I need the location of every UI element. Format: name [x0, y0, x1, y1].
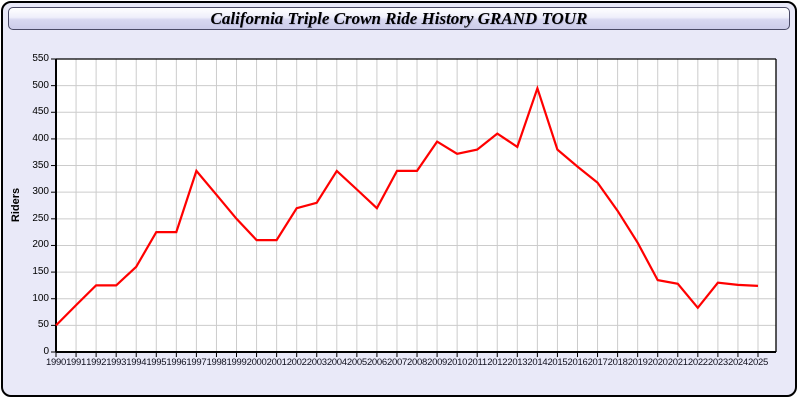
x-tick-label: 2020	[647, 357, 668, 368]
x-tick-label: 1991	[66, 357, 87, 368]
x-tick-label: 2021	[667, 357, 688, 368]
chart-title-bar: California Triple Crown Ride History GRA…	[8, 7, 790, 30]
x-tick-label: 1995	[146, 357, 167, 368]
y-tick-label: 300	[32, 186, 49, 198]
y-tick-label: 150	[32, 266, 49, 278]
y-tick-label: 450	[32, 106, 49, 118]
y-tick-label: 400	[32, 132, 49, 144]
x-tick-label: 1993	[106, 357, 127, 368]
x-tick-label: 2002	[286, 357, 307, 368]
x-tick-label: 2012	[487, 357, 508, 368]
x-tick-label: 2023	[707, 357, 728, 368]
x-tick-label: 2010	[447, 357, 468, 368]
x-tick-label: 2018	[607, 357, 628, 368]
y-axis-title: Riders	[10, 187, 22, 223]
x-tick-label: 1998	[206, 357, 227, 368]
x-tick-label: 2024	[727, 357, 748, 368]
x-tick-label: 1992	[86, 357, 107, 368]
y-tick-label: 50	[37, 319, 49, 331]
x-tick-label: 2009	[427, 357, 448, 368]
x-tick-label: 1990	[46, 357, 66, 368]
ride-history-line-series	[55, 84, 759, 327]
chart-region: Riders 0 50 100 150 200 250 300 350 400 450 500 550…	[3, 3, 795, 395]
y-tick-label: 250	[32, 212, 49, 224]
y-tick-label: 200	[32, 239, 49, 251]
riders-line-chart	[51, 58, 777, 357]
x-tick-label: 2025	[748, 357, 768, 368]
chart-title: California Triple Crown Ride History GRA…	[210, 9, 588, 28]
y-tick-label: 0	[43, 346, 49, 357]
x-tick-label: 2017	[587, 357, 608, 368]
x-tick-label: 2008	[407, 357, 427, 368]
x-tick-label: 2016	[567, 357, 588, 368]
x-tick-label: 2022	[687, 357, 708, 368]
x-tick-label: 1996	[166, 357, 187, 368]
x-tick-label: 1994	[126, 357, 147, 368]
x-tick-label: 2004	[326, 357, 347, 368]
plot-background	[56, 59, 776, 352]
x-tick-label: 2001	[266, 357, 287, 368]
x-tick-label: 2011	[467, 357, 488, 368]
x-tick-label: 2007	[387, 357, 407, 368]
x-tick-label: 2005	[346, 357, 367, 368]
y-tick-label: 500	[32, 79, 49, 91]
x-tick-label: 2013	[507, 357, 528, 368]
x-tick-label: 2019	[627, 357, 648, 368]
x-tick-label: 1997	[186, 357, 207, 368]
y-tick-label: 100	[32, 292, 49, 304]
y-tick-label: 550	[32, 53, 49, 64]
x-tick-label: 2015	[547, 357, 568, 368]
x-tick-label: 2000	[246, 357, 267, 368]
x-tick-label: 1999	[226, 357, 247, 368]
y-tick-label: 350	[32, 159, 49, 171]
x-tick-label: 2014	[527, 357, 548, 368]
x-tick-label: 2003	[306, 357, 327, 368]
x-tick-label: 2006	[366, 357, 387, 368]
